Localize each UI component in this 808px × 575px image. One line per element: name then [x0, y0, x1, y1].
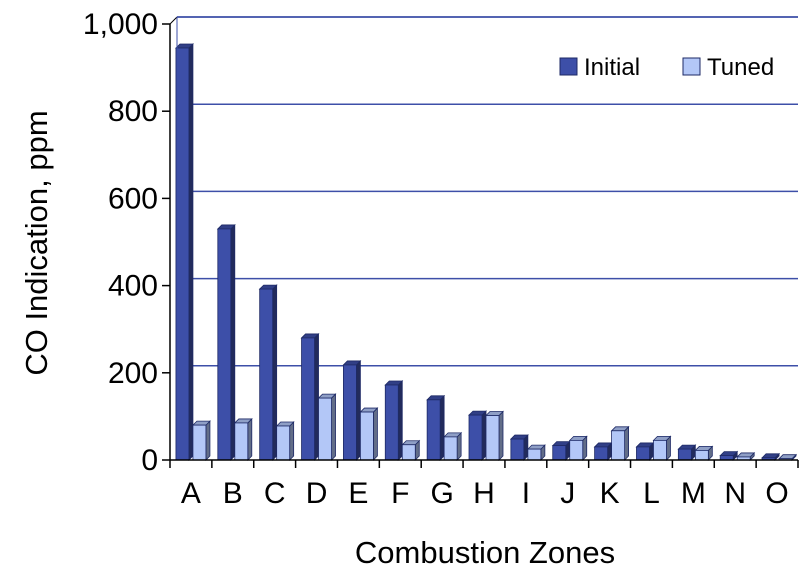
- x-tick-label: O: [765, 477, 788, 510]
- x-tick-label: E: [348, 477, 368, 510]
- bar-tuned-F: [401, 439, 421, 461]
- bar-tuned-O: [778, 453, 798, 461]
- axis-depth-edge: [169, 16, 178, 25]
- legend-item-initial: Initial: [559, 54, 640, 81]
- bar-initial-N: [719, 450, 739, 461]
- y-tick-label: 200: [108, 357, 158, 390]
- bar-tuned-L: [652, 435, 672, 461]
- bar-tuned-D: [317, 393, 337, 461]
- bar-tuned-C: [275, 421, 295, 461]
- bar-initial-O: [761, 452, 781, 461]
- bar-tuned-H: [485, 410, 504, 461]
- y-tick-label: 800: [108, 95, 158, 128]
- bar-initial-L: [635, 441, 655, 461]
- legend-label: Tuned: [707, 54, 774, 81]
- x-tick-label: C: [264, 477, 286, 510]
- gridlines: [177, 16, 798, 367]
- legend-swatch: [559, 57, 578, 76]
- bar-initial-H: [468, 410, 487, 461]
- bar-tuned-G: [443, 431, 463, 461]
- x-tick-label: N: [724, 477, 746, 510]
- x-tick-label: B: [223, 477, 243, 510]
- legend-item-tuned: Tuned: [682, 54, 774, 81]
- bar-tuned-E: [359, 407, 379, 461]
- legend: Initial Tuned: [559, 54, 774, 81]
- x-tick-label: L: [643, 477, 660, 510]
- bar-initial-E: [342, 359, 362, 461]
- y-tick-label: 0: [141, 444, 158, 477]
- bar-tuned-K: [610, 425, 630, 461]
- bar-initial-A: [174, 43, 194, 461]
- bar-tuned-A: [191, 420, 211, 461]
- y-tick-label: 400: [108, 270, 158, 303]
- x-tick-label: F: [391, 477, 409, 510]
- y-tick-label: 1,000: [83, 8, 158, 41]
- bar-initial-C: [258, 284, 278, 461]
- x-tick-label: D: [306, 477, 328, 510]
- x-tick-label: H: [473, 477, 495, 510]
- y-axis-title: CO Indication, ppm: [19, 110, 54, 375]
- x-axis-title: Combustion Zones: [355, 535, 615, 570]
- y-tick-label: 600: [108, 182, 158, 215]
- x-tick-label: G: [430, 477, 453, 510]
- y-tick-labels: 0 200 400 600 800 1,000: [83, 8, 158, 477]
- bar-initial-G: [426, 394, 446, 461]
- bar-tuned-J: [568, 435, 588, 461]
- axes: [162, 16, 799, 468]
- x-tick-label: K: [600, 477, 620, 510]
- bar-tuned-N: [736, 451, 756, 461]
- x-tick-label: I: [522, 477, 530, 510]
- x-tick-label: M: [681, 477, 706, 510]
- x-tick-label: A: [181, 477, 201, 510]
- bar-initial-K: [593, 441, 613, 461]
- bar-initial-F: [384, 380, 404, 461]
- bar-initial-B: [216, 223, 236, 461]
- bars: [174, 43, 798, 461]
- bar-tuned-M: [694, 445, 714, 461]
- bar-initial-J: [551, 440, 571, 461]
- bar-initial-M: [677, 444, 697, 461]
- bar-tuned-I: [526, 444, 546, 461]
- legend-label: Initial: [584, 54, 640, 81]
- bar-initial-D: [300, 332, 320, 461]
- bar-tuned-B: [233, 417, 253, 461]
- x-tick-label: J: [560, 477, 575, 510]
- legend-swatch: [682, 57, 701, 76]
- bar-initial-I: [509, 434, 529, 461]
